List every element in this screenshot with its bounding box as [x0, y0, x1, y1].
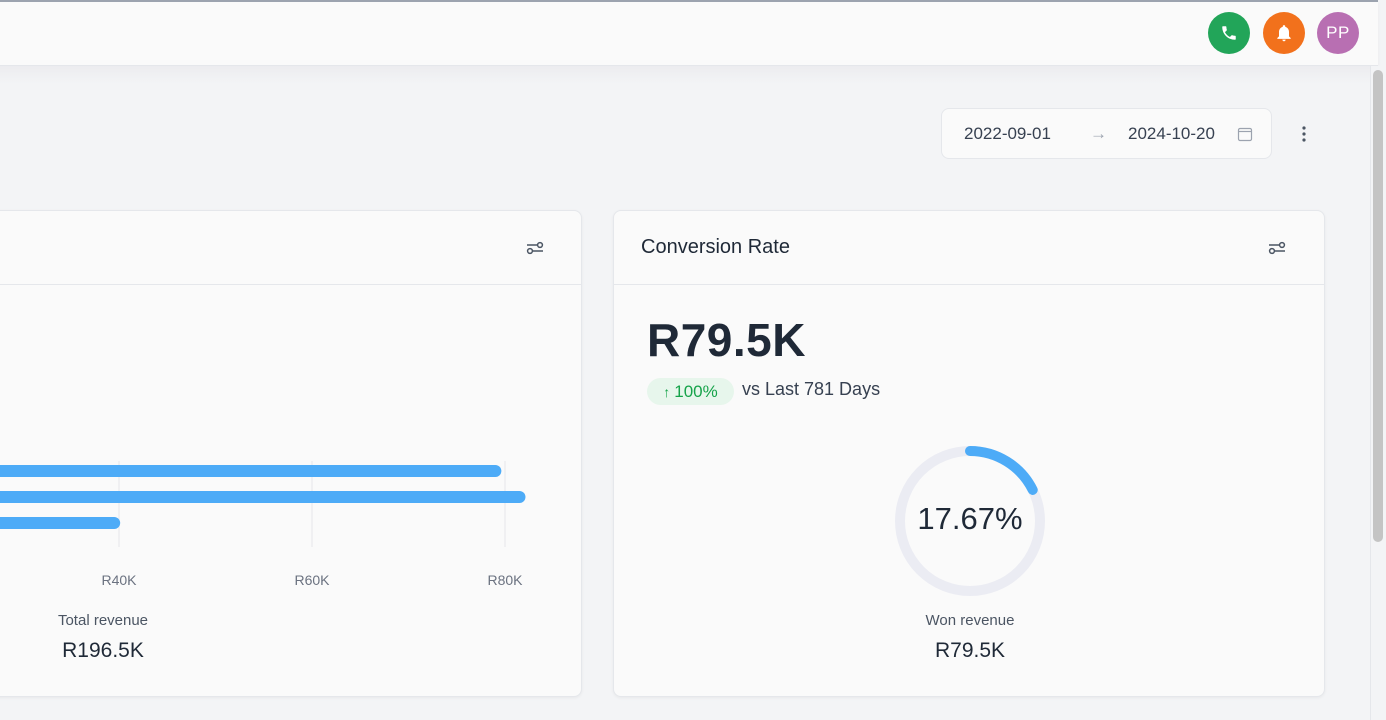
arrow-right-icon: →	[1090, 123, 1107, 143]
revenue-card: R40K R60K R80K Total revenue R196.5K	[0, 210, 582, 697]
calendar-icon[interactable]	[1237, 126, 1253, 142]
total-revenue-value: R196.5K	[62, 639, 144, 662]
header-shadow	[0, 66, 1370, 84]
compare-text: vs Last 781 Days	[742, 379, 881, 399]
arrow-up-icon: ↑	[663, 383, 671, 400]
won-revenue-label: Won revenue	[925, 612, 1015, 629]
date-range-picker[interactable]: 2022-09-01 → 2024-10-20	[941, 108, 1272, 159]
x-tick-label: R40K	[101, 572, 137, 588]
conversion-card-header: Conversion Rate	[614, 211, 1324, 285]
bell-icon	[1277, 25, 1291, 42]
change-badge: ↑ 100%	[647, 378, 734, 405]
user-avatar[interactable]: PP	[1317, 12, 1359, 54]
conversion-value: R79.5K	[647, 314, 806, 366]
revenue-bar-chart: R40K R60K R80K	[0, 461, 526, 588]
conversion-rate-card: Conversion Rate R79.5K ↑ 100% vs Last 78…	[613, 210, 1325, 697]
x-tick-label: R60K	[294, 572, 330, 588]
card-title: Conversion Rate	[641, 236, 790, 258]
date-end[interactable]: 2024-10-20	[1128, 123, 1215, 143]
x-tick-label: R80K	[487, 572, 523, 588]
phone-icon	[1222, 26, 1236, 40]
top-header: PP	[0, 0, 1378, 66]
badge-value: 100%	[674, 381, 718, 401]
conversion-donut-chart	[895, 446, 1045, 596]
filter-settings-icon[interactable]	[524, 237, 546, 259]
notifications-button[interactable]	[1263, 12, 1305, 54]
scrollbar-thumb[interactable]	[1373, 70, 1383, 542]
more-vertical-icon	[1302, 126, 1306, 142]
avatar-initials: PP	[1326, 23, 1350, 42]
phone-button[interactable]	[1208, 12, 1250, 54]
donut-percent-label: 17.67%	[917, 501, 1023, 536]
total-revenue-label: Total revenue	[57, 612, 149, 629]
revenue-card-header	[0, 211, 581, 285]
date-start[interactable]: 2022-09-01	[964, 123, 1051, 143]
filter-settings-icon[interactable]	[1266, 237, 1288, 259]
more-options-button[interactable]	[1292, 120, 1316, 148]
won-revenue-value: R79.5K	[934, 639, 1006, 662]
donut-arc	[895, 446, 1045, 596]
